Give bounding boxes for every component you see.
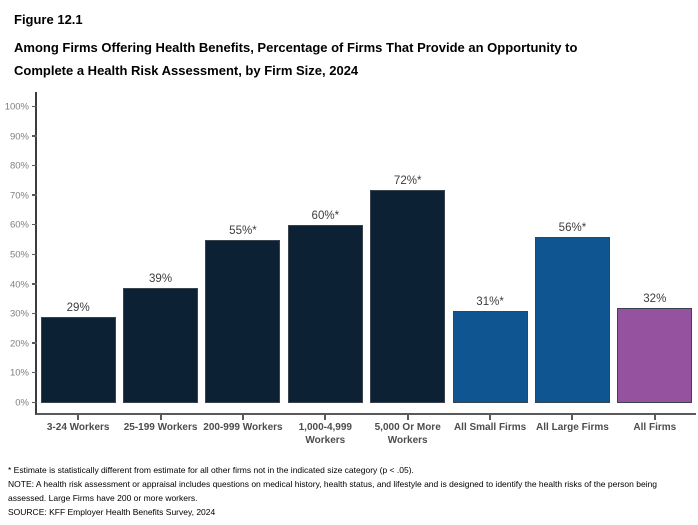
bar: 39% [123,273,199,403]
chart-header: Figure 12.1 Among Firms Offering Health … [14,12,684,82]
x-axis-category-label: All Large Firms [536,422,609,433]
asterisk-footnote: * Estimate is statistically different fr… [8,465,414,475]
y-axis-tick-label: 60% [9,219,29,231]
note-footnote: NOTE: A health risk assessment or apprai… [8,479,658,503]
bar: 31%* [452,296,528,403]
y-axis-tick-label: 50% [9,249,29,261]
bar-value-label: 32% [643,293,667,306]
bar: 32% [617,293,693,403]
bar-group: 72%* 5,000 Or More Workers [367,107,449,446]
bar-group: 56%* All Large Firms [531,107,613,433]
y-axis-tick-label: 20% [9,338,29,350]
x-axis-tick [77,415,80,420]
bar: 29% [40,302,116,403]
y-axis-tick [32,223,37,226]
y-axis-tick-label: 10% [9,367,29,379]
x-axis-tick [406,415,409,420]
y-axis-tick-label: 90% [9,131,29,143]
bar-value-label: 56%* [558,222,587,235]
bar-group: 31%* All Small Firms [449,107,531,433]
x-axis-tick [653,415,656,420]
y-axis-tick [32,371,37,374]
y-axis-tick [32,135,37,137]
x-axis-tick [324,415,327,420]
bar: 56%* [534,222,610,403]
bar-group: 32% All Firms [614,107,696,433]
bars-row: 29% 3-24 Workers 39% 25-199 Workers 55%* 200-… [37,107,696,446]
x-axis-category-label: 200-999 Workers [203,422,283,433]
bar-value-label: 29% [66,302,90,315]
bar: 60%* [287,210,363,403]
x-axis-category-label: 3-24 Workers [46,422,110,433]
y-axis-tick [32,194,37,196]
x-axis-tick [489,415,492,420]
y-axis-tick [32,312,37,315]
y-axis-tick [32,105,37,107]
bar-value-label: 72%* [393,174,422,187]
y-axis-tick-label: 100% [4,101,29,113]
bar-value-label: 31%* [476,296,504,309]
x-axis-tick [159,415,162,420]
x-axis-category-label: 1,000-4,999 Workers [298,422,352,446]
y-axis-tick-label: 40% [9,279,29,291]
y-axis-tick-label: 30% [9,308,29,320]
figure-number: Figure 12.1 [14,12,83,27]
bar: 55%* [205,225,281,403]
y-axis-tick [32,283,37,285]
source-footnote: SOURCE: KFF Employer Health Benefits Sur… [8,507,216,517]
y-axis-tick-label: 0% [15,397,29,409]
y-axis-tick [32,253,37,255]
bar-group: 29% 3-24 Workers [37,107,119,433]
x-axis-category-label: 25-199 Workers [123,422,198,433]
x-axis-tick [571,415,574,420]
bar-group: 39% 25-199 Workers [119,107,201,433]
bar-group: 55%* 200-999 Workers [202,107,284,433]
x-axis-category-label: All Firms [633,422,677,433]
bar-value-label: 60%* [311,210,340,223]
chart-title-line-2: Complete a Health Risk Assessment, by Fi… [14,63,359,78]
footnotes: * Estimate is statistically different fr… [8,463,660,519]
x-axis-tick [241,415,244,420]
bar: 72%* [370,175,446,403]
bar-value-label: 39% [149,272,173,285]
y-axis-tick [32,401,37,403]
x-axis-category-label: 5,000 Or More Workers [374,422,441,446]
bar-chart-plot-area: 29% 3-24 Workers 39% 25-199 Workers 55%* 200-… [5,92,696,446]
bar-group: 60%* 1,000-4,999 Workers [284,107,366,446]
y-axis-tick-label: 70% [9,190,29,202]
chart-title-line-1: Among Firms Offering Health Benefits, Pe… [14,40,578,55]
y-axis-tick [32,164,37,167]
bar-value-label: 55%* [229,225,257,238]
y-axis-tick-label: 80% [9,160,29,172]
y-axis-tick [32,342,37,344]
x-axis-category-label: All Small Firms [453,422,527,433]
